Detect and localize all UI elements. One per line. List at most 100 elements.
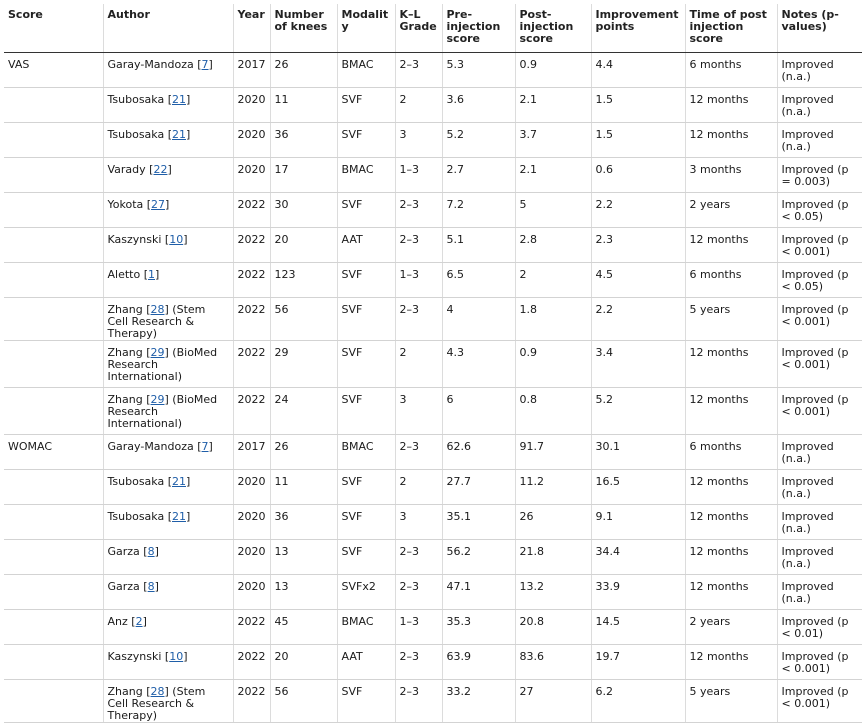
reference-link[interactable]: 21 xyxy=(172,93,186,106)
pre-injection-cell: 5.2 xyxy=(441,122,515,158)
reference-link[interactable]: 29 xyxy=(150,393,165,406)
score-cell xyxy=(4,644,103,680)
author-name: Tsubosaka xyxy=(107,128,165,141)
post-injection-cell: 0.9 xyxy=(514,52,591,88)
header-improvement-points: Improvement points xyxy=(590,4,685,53)
modality-cell: BMAC xyxy=(336,434,395,470)
pre-injection-cell: 6 xyxy=(441,387,515,435)
notes-cell: Improved (p < 0.01) xyxy=(776,609,862,645)
knees-cell: 24 xyxy=(269,387,337,435)
reference-link[interactable]: 28 xyxy=(150,303,165,316)
knees-cell: 11 xyxy=(269,87,337,123)
pre-injection-cell: 7.2 xyxy=(441,192,515,228)
reference-link[interactable]: 1 xyxy=(148,268,156,281)
author-cell: Zhang [28] (Stem Cell Research & Therapy… xyxy=(102,297,233,341)
kl-grade-cell: 2–3 xyxy=(394,52,442,88)
author-name: Anz xyxy=(107,615,128,628)
header-post-injection-score: Post-injection score xyxy=(514,4,591,53)
year-cell: 2020 xyxy=(232,122,270,158)
pre-injection-cell: 33.2 xyxy=(441,679,515,723)
kl-grade-cell: 2–3 xyxy=(394,192,442,228)
knees-cell: 30 xyxy=(269,192,337,228)
author-cell: Garza [8] xyxy=(102,539,233,575)
post-injection-cell: 27 xyxy=(514,679,591,723)
pre-injection-cell: 2.7 xyxy=(441,157,515,193)
reference-link[interactable]: 7 xyxy=(201,440,209,453)
header-notes: Notes (p-values) xyxy=(776,4,862,53)
year-cell: 2022 xyxy=(232,297,270,341)
post-injection-cell: 26 xyxy=(514,504,591,540)
notes-cell: Improved (p < 0.05) xyxy=(776,262,862,298)
notes-cell: Improved (n.a.) xyxy=(776,434,862,470)
post-injection-cell: 83.6 xyxy=(514,644,591,680)
improvement-cell: 1.5 xyxy=(590,122,685,158)
table-row: Zhang [29] (BioMed Research Internationa… xyxy=(4,340,862,388)
author-name: Kaszynski xyxy=(107,233,162,246)
author-cell: Kaszynski [10] xyxy=(102,644,233,680)
table-row: Zhang [29] (BioMed Research Internationa… xyxy=(4,387,862,435)
time-cell: 12 months xyxy=(684,539,777,575)
score-cell xyxy=(4,227,103,263)
header-kl-grade: K–L Grade xyxy=(394,4,442,53)
author-name: Garza xyxy=(107,545,140,558)
author-cell: Yokota [27] xyxy=(102,192,233,228)
reference-link[interactable]: 8 xyxy=(147,580,155,593)
reference-link[interactable]: 28 xyxy=(150,685,165,698)
author-name: Kaszynski xyxy=(107,650,162,663)
author-cell: Kaszynski [10] xyxy=(102,227,233,263)
notes-cell: Improved (n.a.) xyxy=(776,504,862,540)
reference-link[interactable]: 21 xyxy=(172,510,186,523)
header-time-of-post-injection-score: Time of post injection score xyxy=(684,4,777,53)
improvement-cell: 1.5 xyxy=(590,87,685,123)
table-row: Tsubosaka [21] 2020 11 SVF 2 27.7 11.2 16.5 12 m… xyxy=(4,469,862,505)
reference-link[interactable]: 21 xyxy=(172,475,186,488)
post-injection-cell: 21.8 xyxy=(514,539,591,575)
pre-injection-cell: 35.3 xyxy=(441,609,515,645)
reference-link[interactable]: 22 xyxy=(153,163,168,176)
time-cell: 12 months xyxy=(684,87,777,123)
score-cell xyxy=(4,87,103,123)
knees-cell: 20 xyxy=(269,227,337,263)
author-name: Tsubosaka xyxy=(107,475,165,488)
post-injection-cell: 91.7 xyxy=(514,434,591,470)
knees-cell: 13 xyxy=(269,574,337,610)
modality-cell: SVF xyxy=(336,192,395,228)
modality-cell: AAT xyxy=(336,644,395,680)
improvement-cell: 14.5 xyxy=(590,609,685,645)
improvement-cell: 30.1 xyxy=(590,434,685,470)
knees-cell: 56 xyxy=(269,297,337,341)
knees-cell: 17 xyxy=(269,157,337,193)
author-name: Garay-Mandoza xyxy=(107,58,194,71)
kl-grade-cell: 2–3 xyxy=(394,227,442,263)
reference-link[interactable]: 10 xyxy=(169,233,184,246)
year-cell: 2022 xyxy=(232,387,270,435)
author-cell: Anz [2] xyxy=(102,609,233,645)
year-cell: 2022 xyxy=(232,679,270,723)
knees-cell: 11 xyxy=(269,469,337,505)
score-cell xyxy=(4,469,103,505)
time-cell: 5 years xyxy=(684,679,777,723)
knees-cell: 26 xyxy=(269,434,337,470)
modality-cell: SVF xyxy=(336,387,395,435)
reference-link[interactable]: 7 xyxy=(201,58,209,71)
score-cell xyxy=(4,387,103,435)
score-cell xyxy=(4,679,103,723)
author-name: Zhang xyxy=(107,393,143,406)
post-injection-cell: 11.2 xyxy=(514,469,591,505)
improvement-cell: 5.2 xyxy=(590,387,685,435)
header-author: Author xyxy=(102,4,233,53)
reference-link[interactable]: 21 xyxy=(172,128,186,141)
knees-cell: 26 xyxy=(269,52,337,88)
year-cell: 2022 xyxy=(232,192,270,228)
reference-link[interactable]: 27 xyxy=(151,198,166,211)
reference-link[interactable]: 8 xyxy=(147,545,155,558)
author-source: (BioMed Research International) xyxy=(107,393,218,430)
post-injection-cell: 1.8 xyxy=(514,297,591,341)
pre-injection-cell: 35.1 xyxy=(441,504,515,540)
reference-link[interactable]: 10 xyxy=(169,650,184,663)
post-injection-cell: 2 xyxy=(514,262,591,298)
reference-link[interactable]: 2 xyxy=(135,615,143,628)
reference-link[interactable]: 29 xyxy=(150,346,165,359)
kl-grade-cell: 3 xyxy=(394,122,442,158)
score-cell xyxy=(4,609,103,645)
